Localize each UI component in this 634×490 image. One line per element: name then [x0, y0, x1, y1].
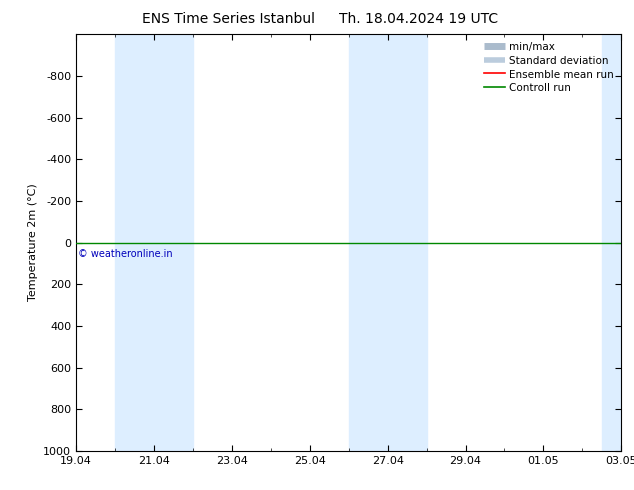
Y-axis label: Temperature 2m (°C): Temperature 2m (°C) [28, 184, 37, 301]
Bar [115, 34, 154, 451]
Bar [154, 34, 193, 451]
Bar [602, 34, 621, 451]
Text: Th. 18.04.2024 19 UTC: Th. 18.04.2024 19 UTC [339, 12, 498, 26]
Bar [349, 34, 387, 451]
Text: ENS Time Series Istanbul: ENS Time Series Istanbul [142, 12, 314, 26]
Legend: min/max, Standard deviation, Ensemble mean run, Controll run: min/max, Standard deviation, Ensemble me… [482, 40, 616, 96]
Bar [387, 34, 427, 451]
Text: © weatheronline.in: © weatheronline.in [78, 249, 172, 259]
